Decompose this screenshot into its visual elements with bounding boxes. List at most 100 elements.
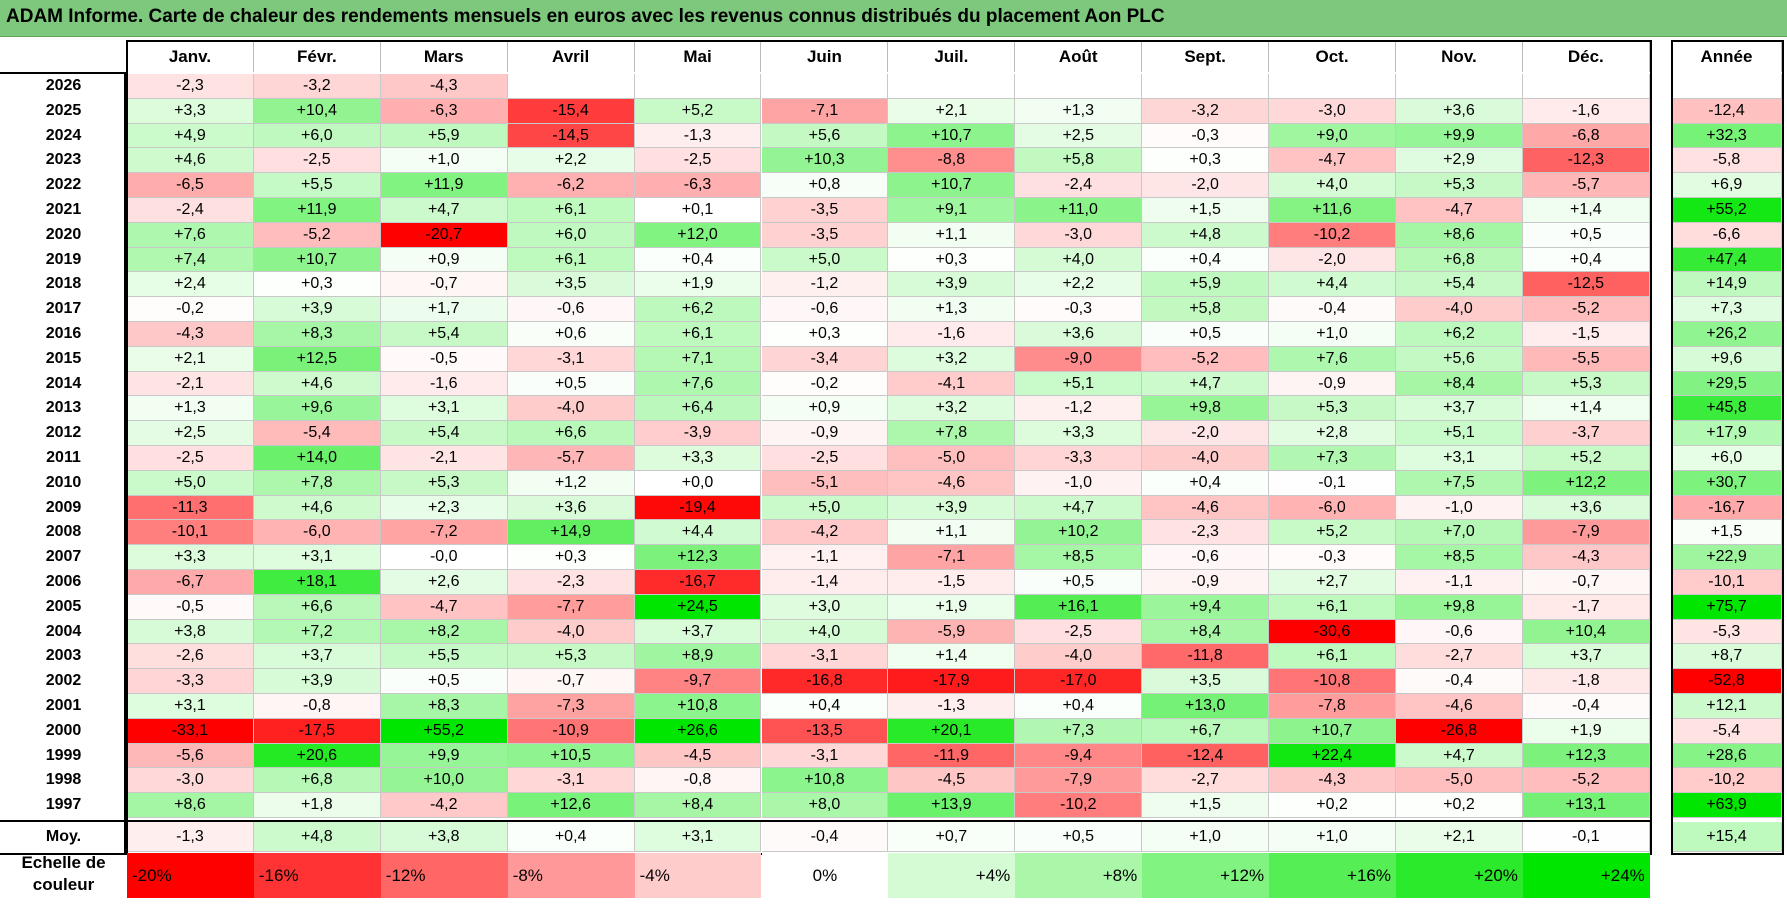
heatmap-cell: +4,9	[127, 123, 254, 149]
heatmap-cell: -4,3	[1522, 545, 1650, 570]
legend-stop-label: -16%	[258, 866, 299, 885]
heatmap-cell: -7,2	[380, 520, 508, 546]
heatmap-cell: +1,1	[888, 222, 1016, 248]
heatmap-cell: -2,4	[127, 198, 254, 223]
heatmap-cell: +7,1	[634, 346, 762, 372]
month-header: Nov.	[1396, 42, 1523, 72]
year-label: 2007	[45, 548, 82, 566]
heatmap-cell: -2,6	[127, 644, 254, 670]
heatmap-cell: +13,1	[1522, 793, 1650, 818]
heatmap-cell: -5,0	[888, 446, 1016, 471]
legend-label: Echelle de couleur	[0, 852, 127, 896]
heatmap-cell: +0,4	[1142, 247, 1270, 273]
legend-swatch: -12%	[380, 853, 508, 898]
heatmap-cell: -3,0	[127, 768, 254, 794]
heatmap-cell: +4,7	[1015, 495, 1143, 521]
legend-stop-label: +20%	[1473, 866, 1518, 885]
heatmap-cell: -12,4	[1142, 743, 1270, 769]
heatmap-cell: +0,9	[380, 247, 508, 273]
heatmap-cell: -1,6	[1522, 98, 1650, 124]
heatmap-cell: +5,3	[1269, 396, 1396, 422]
month-header: Janv.	[127, 42, 254, 72]
month-header: Août	[1015, 42, 1143, 72]
heatmap-cell: +0,8	[761, 173, 889, 198]
heatmap-cell: +1,9	[634, 272, 762, 298]
heatmap-cell: -0,4	[1396, 669, 1523, 694]
legend-label-line2: couleur	[32, 875, 95, 894]
heatmap-cell: -4,0	[1015, 644, 1143, 670]
month-header: Mars	[381, 42, 508, 72]
heatmap-cell: +4,0	[1269, 173, 1396, 198]
heatmap-cell: +10,7	[888, 173, 1016, 198]
heatmap-cell: +2,8	[1269, 421, 1396, 446]
year-label: 2020	[45, 225, 82, 243]
month-header: Juil.	[888, 42, 1016, 72]
heatmap-cell: -5,2	[1522, 768, 1650, 794]
heatmap-cell: +4,8	[1142, 222, 1270, 248]
heatmap-cell: -0,7	[507, 669, 635, 694]
heatmap-cell: +1,2	[507, 470, 635, 496]
heatmap-cell: -0,6	[1142, 545, 1270, 570]
heatmap-cell: +0,3	[253, 272, 381, 298]
heatmap-cell: -11,3	[127, 495, 254, 521]
heatmap-cell: -0,4	[1269, 297, 1396, 322]
heatmap-cell: +4,6	[253, 371, 381, 397]
annual-cell: +1,5	[1672, 520, 1782, 546]
heatmap-cell: -6,3	[634, 173, 762, 198]
year-label: 2006	[45, 573, 82, 590]
legend-swatch: -4%	[634, 853, 762, 898]
annual-cell: -5,4	[1672, 718, 1782, 744]
heatmap-cell: -2,3	[507, 570, 635, 595]
legend-stop-label: +16%	[1347, 866, 1391, 885]
heatmap-cell: -11,9	[888, 743, 1016, 769]
heatmap-cell: +8,5	[1396, 545, 1523, 570]
heatmap-cell: +6,2	[634, 297, 762, 322]
heatmap-cell: +6,4	[634, 396, 762, 422]
heatmap-cell: +2,3	[380, 495, 508, 521]
year-label: 2012	[45, 424, 82, 442]
heatmap-cell: +0,5	[1015, 570, 1143, 595]
heatmap-cell: -0,7	[1522, 570, 1650, 595]
heatmap-cell: -19,4	[634, 495, 762, 521]
heatmap-cell: +0,5	[1142, 322, 1270, 347]
month-header: Juin	[762, 42, 889, 72]
heatmap-cell: -0,6	[1396, 619, 1523, 645]
annual-average-cell: +15,4	[1672, 822, 1782, 852]
year-label: 2013	[45, 399, 82, 417]
annual-cell: +7,3	[1672, 297, 1782, 322]
heatmap-cell: +0,4	[634, 247, 762, 273]
heatmap-cell: +7,3	[1015, 718, 1143, 744]
heatmap-cell: +9,4	[1142, 594, 1270, 620]
heatmap-cell: +2,1	[888, 98, 1016, 124]
heatmap-cell	[507, 74, 635, 99]
heatmap-cell: -3,2	[253, 74, 381, 99]
year-label: 2015	[45, 349, 82, 367]
annual-cell: +17,9	[1672, 421, 1782, 446]
heatmap-cell: +5,1	[1015, 371, 1143, 397]
average-cell: +0,5	[1015, 822, 1143, 852]
heatmap-cell: +7,3	[1269, 446, 1396, 471]
heatmap-cell: +2,5	[127, 421, 254, 446]
heatmap-cell: +5,1	[1396, 421, 1523, 446]
heatmap-cell: -4,3	[380, 74, 508, 99]
annual-cell: -6,6	[1672, 222, 1782, 248]
heatmap-cell: +2,5	[1015, 123, 1143, 149]
heatmap-cell: +10,7	[888, 123, 1016, 149]
heatmap-cell: +13,0	[1142, 694, 1270, 719]
heatmap-cell: +12,6	[507, 793, 635, 818]
heatmap-cell: +7,5	[1396, 470, 1523, 496]
year-label: 2016	[45, 325, 82, 342]
heatmap-cell: -3,1	[507, 768, 635, 794]
heatmap-cell: +5,5	[253, 173, 381, 198]
legend-swatch: 0%	[761, 853, 889, 898]
heatmap-cell: +4,7	[1396, 743, 1523, 769]
heatmap-cell: -4,6	[888, 470, 1016, 496]
heatmap-cell: -0,8	[634, 768, 762, 794]
heatmap-cell: +10,2	[1015, 520, 1143, 546]
heatmap-cell: -0,5	[127, 594, 254, 620]
heatmap-cell: -2,1	[380, 446, 508, 471]
heatmap-cell	[761, 74, 889, 99]
heatmap-cell: -10,1	[127, 520, 254, 546]
legend-swatch: +12%	[1142, 853, 1270, 898]
heatmap-cell: +4,6	[127, 148, 254, 174]
